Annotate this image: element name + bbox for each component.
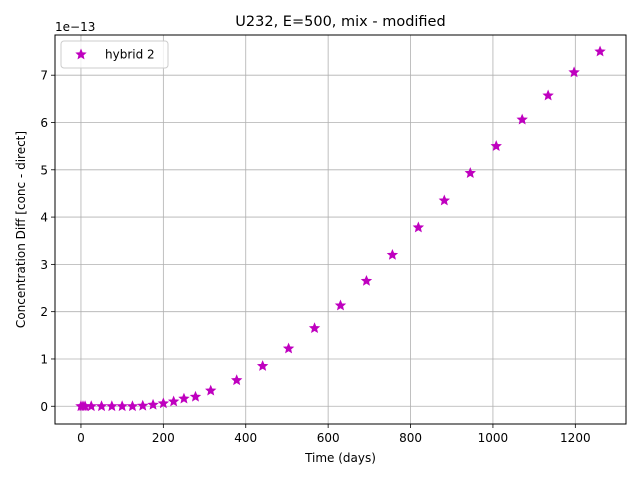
data-point — [106, 400, 118, 412]
data-point — [230, 374, 243, 386]
data-point — [412, 221, 425, 233]
axis-ticks: 0 200 400 600 800 1000 1200 0 1 2 3 4 5 6 7 — [40, 69, 590, 445]
data-point — [464, 167, 476, 178]
y-tick-label: 3 — [40, 258, 48, 272]
data-point — [147, 398, 159, 410]
data-point — [126, 400, 139, 412]
y-tick-label: 5 — [40, 163, 48, 177]
x-tick-label: 800 — [399, 431, 422, 445]
data-point — [189, 390, 202, 402]
data-point — [256, 360, 269, 371]
x-tick-label: 0 — [77, 431, 85, 445]
data-point — [516, 113, 528, 125]
data-point — [386, 248, 399, 260]
data-point — [137, 399, 149, 411]
y-axis-offset-label: 1e−13 — [55, 20, 95, 34]
grid — [55, 35, 626, 424]
data-point — [178, 392, 190, 404]
data-point — [282, 342, 295, 354]
data-points — [75, 45, 606, 412]
y-tick-label: 2 — [40, 305, 48, 319]
data-point — [167, 395, 180, 407]
plot-area — [55, 35, 626, 424]
y-tick-label: 6 — [40, 116, 48, 130]
x-tick-label: 1000 — [478, 431, 509, 445]
x-tick-label: 1200 — [560, 431, 591, 445]
legend-label-hybrid-2: hybrid 2 — [105, 48, 155, 62]
y-tick-label: 1 — [40, 352, 48, 366]
chart-title: U232, E=500, mix - modified — [235, 14, 445, 30]
y-axis-label: Concentration Diff [conc - direct] — [14, 131, 28, 328]
y-tick-label: 7 — [40, 69, 48, 83]
legend-box — [60, 40, 169, 69]
plot-frame — [54, 34, 627, 425]
x-tick-label: 600 — [317, 431, 340, 445]
data-point — [568, 66, 580, 78]
x-tick-label: 200 — [152, 431, 175, 445]
legend-marker-star — [75, 48, 87, 60]
data-point — [594, 45, 606, 57]
data-point — [490, 140, 502, 151]
data-point — [438, 194, 451, 206]
data-point — [157, 397, 170, 409]
legend: hybrid 2 — [60, 40, 169, 69]
data-point — [85, 400, 97, 412]
data-point — [360, 274, 373, 286]
data-point — [205, 384, 217, 396]
data-point — [308, 322, 321, 334]
x-tick-label: 400 — [234, 431, 257, 445]
x-axis-label: Time (days) — [304, 451, 376, 465]
data-point — [334, 299, 347, 311]
data-point — [116, 400, 128, 412]
y-tick-label: 0 — [40, 400, 48, 414]
data-point — [95, 400, 108, 412]
data-point — [542, 89, 554, 101]
y-tick-label: 4 — [40, 211, 48, 225]
